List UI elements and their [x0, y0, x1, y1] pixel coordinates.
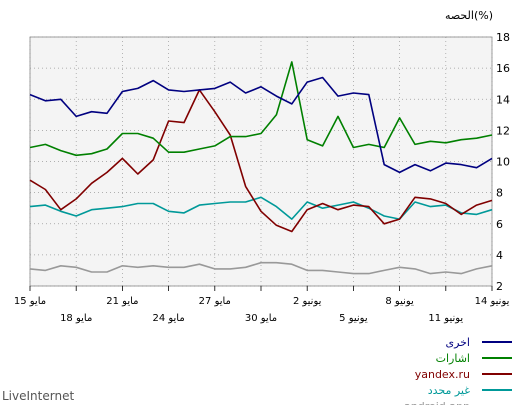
y-axis: 2 4 6 8 10 12 14 16 18	[496, 31, 510, 293]
series-line	[29, 196, 493, 220]
x-tick-label: 8 يونيو	[385, 296, 414, 307]
x-tick-label: 27 مايو	[199, 296, 231, 307]
y-tick-label: 6	[496, 218, 503, 231]
legend: اخرى اشارات yandex.ru غير محدد android.app	[404, 336, 512, 405]
y-tick-label: 8	[496, 187, 503, 200]
x-tick-label: 18 مايو	[60, 313, 92, 324]
y-tick-label: 10	[496, 156, 510, 169]
x-tick-label: 14 يونيو	[475, 296, 510, 307]
x-tick-label: 24 مايو	[152, 313, 184, 324]
y-tick-label: 2	[496, 280, 503, 293]
x-tick-label: 5 يونيو	[339, 313, 368, 324]
series-line	[29, 89, 493, 233]
x-tick-label: 21 مايو	[106, 296, 138, 307]
legend-label: android.app	[404, 400, 470, 405]
y-tick-label: 18	[496, 31, 510, 44]
legend-label: yandex.ru	[415, 368, 470, 381]
legend-label: اخرى	[445, 336, 470, 349]
brand-label: LiveInternet	[2, 389, 74, 403]
chart-title: الحصه(%)	[445, 9, 493, 22]
series-line	[29, 261, 493, 275]
x-tick-label: 30 مايو	[245, 313, 277, 324]
y-tick-label: 14	[496, 93, 510, 106]
x-tick-label: 11 يونيو	[428, 313, 463, 324]
legend-label: اشارات	[436, 352, 470, 365]
y-tick-label: 16	[496, 62, 510, 75]
y-tick-label: 4	[496, 249, 503, 262]
y-tick-label: 12	[496, 124, 510, 137]
series-line	[29, 61, 493, 157]
x-tick-label: 15 مايو	[14, 296, 46, 307]
x-axis: 14 يونيو 8 يونيو 2 يونيو 27 مايو 21 مايو 15 م…	[14, 286, 510, 324]
legend-label: غير محدد	[428, 384, 471, 397]
series-line	[29, 76, 493, 174]
series-lines	[29, 61, 493, 275]
x-tick-label: 2 يونيو	[293, 296, 322, 307]
